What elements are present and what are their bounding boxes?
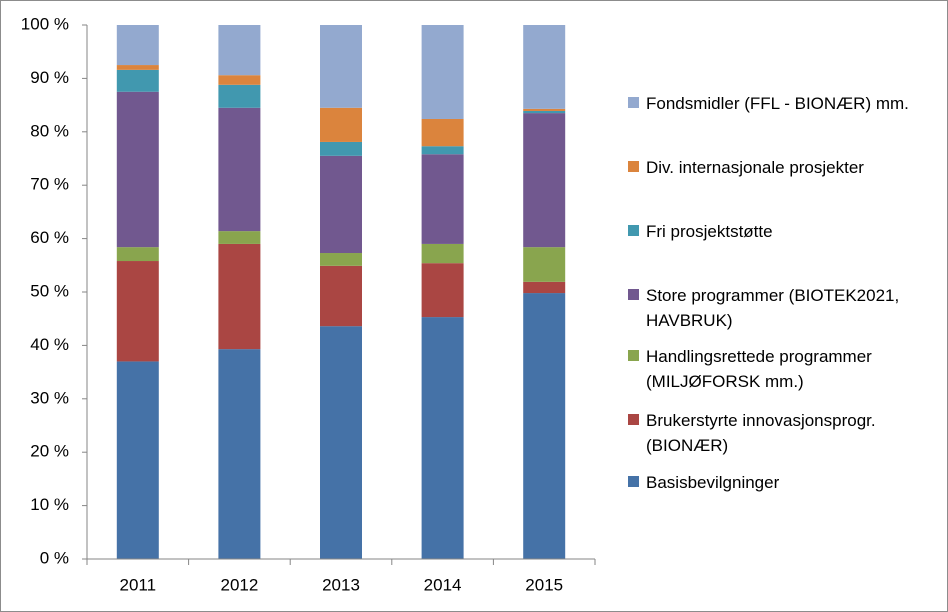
bar-segment <box>421 146 464 155</box>
bar-segment <box>523 281 566 294</box>
x-tick-label: 2013 <box>322 575 360 594</box>
y-tick-label: 80 % <box>30 121 69 140</box>
bar-segment <box>421 154 464 244</box>
bar-segment <box>218 84 261 108</box>
y-tick-label: 30 % <box>30 388 69 407</box>
legend-swatch <box>628 161 639 172</box>
legend-entry: Store programmer (BIOTEK2021, HAVBRUK) <box>628 283 928 333</box>
bar-segment <box>116 25 159 66</box>
x-tick-label: 2011 <box>120 575 157 594</box>
bar-segment <box>218 107 261 232</box>
legend-label: Basisbevilgninger <box>646 473 780 492</box>
legend-entry: Div. internasjonale prosjekter <box>628 155 928 180</box>
legend-label: Store programmer (BIOTEK2021, HAVBRUK) <box>646 286 900 330</box>
legend-entry: Basisbevilgninger <box>628 470 928 495</box>
legend-swatch <box>628 225 639 236</box>
y-tick-label: 60 % <box>30 228 69 247</box>
bar-segment <box>523 110 566 114</box>
y-tick-label: 90 % <box>30 68 69 87</box>
x-tick-label: 2015 <box>525 575 563 594</box>
y-tick-label: 20 % <box>30 442 69 461</box>
bar-segment <box>421 263 464 318</box>
bar-segment <box>523 247 566 282</box>
bar-segment <box>116 261 159 362</box>
x-tick-label: 2014 <box>424 575 462 594</box>
legend-swatch <box>628 350 639 361</box>
bar-segment <box>218 243 261 350</box>
bar-segment <box>218 349 261 559</box>
bar-segment <box>116 69 159 92</box>
bar-segment <box>218 231 261 244</box>
legend-entry: Fondsmidler (FFL - BIONÆR) mm. <box>628 91 928 116</box>
bar-segment <box>218 25 261 76</box>
y-tick-label: 70 % <box>30 175 69 194</box>
legend-label: Fondsmidler (FFL - BIONÆR) mm. <box>646 94 909 113</box>
bar-segment <box>320 141 362 156</box>
bar-segment <box>218 75 261 85</box>
y-tick-label: 100 % <box>21 14 69 33</box>
legend-entry: Brukerstyrte innovasjonsprogr. (BIONÆR) <box>628 408 928 458</box>
bar-segment <box>421 118 464 147</box>
bar-segment <box>116 65 159 70</box>
bar-segment <box>320 253 362 266</box>
bar-segment <box>320 265 362 327</box>
legend-label: Div. internasjonale prosjekter <box>646 158 864 177</box>
bar-segment <box>523 25 566 109</box>
bar-segment <box>421 317 464 559</box>
legend-swatch <box>628 97 639 108</box>
bar-segment <box>320 25 362 108</box>
bar-segment <box>421 243 464 264</box>
bar-segment <box>116 91 159 248</box>
legend-label: Fri prosjektstøtte <box>646 222 773 241</box>
bar-segment <box>116 247 159 262</box>
bar-segment <box>523 293 566 559</box>
y-tick-label: 0 % <box>40 548 69 567</box>
y-tick-label: 40 % <box>30 335 69 354</box>
bar-segment <box>523 113 566 248</box>
bar-segment <box>523 108 566 111</box>
legend-label: Brukerstyrte innovasjonsprogr. (BIONÆR) <box>646 411 876 455</box>
bar-segment <box>320 326 362 559</box>
bar-segment <box>116 361 159 559</box>
y-tick-label: 50 % <box>30 281 69 300</box>
legend-swatch <box>628 289 639 300</box>
bar-segment <box>320 155 362 254</box>
legend-label: Handlingsrettede programmer (MILJØFORSK … <box>646 347 872 391</box>
legend-swatch <box>628 476 639 487</box>
x-tick-label: 2012 <box>220 575 258 594</box>
bar-segment <box>320 107 362 142</box>
bar-segment <box>421 25 464 119</box>
legend-entry: Handlingsrettede programmer (MILJØFORSK … <box>628 344 928 394</box>
legend-swatch <box>628 414 639 425</box>
legend-entry: Fri prosjektstøtte <box>628 219 928 244</box>
y-tick-label: 10 % <box>30 495 69 514</box>
